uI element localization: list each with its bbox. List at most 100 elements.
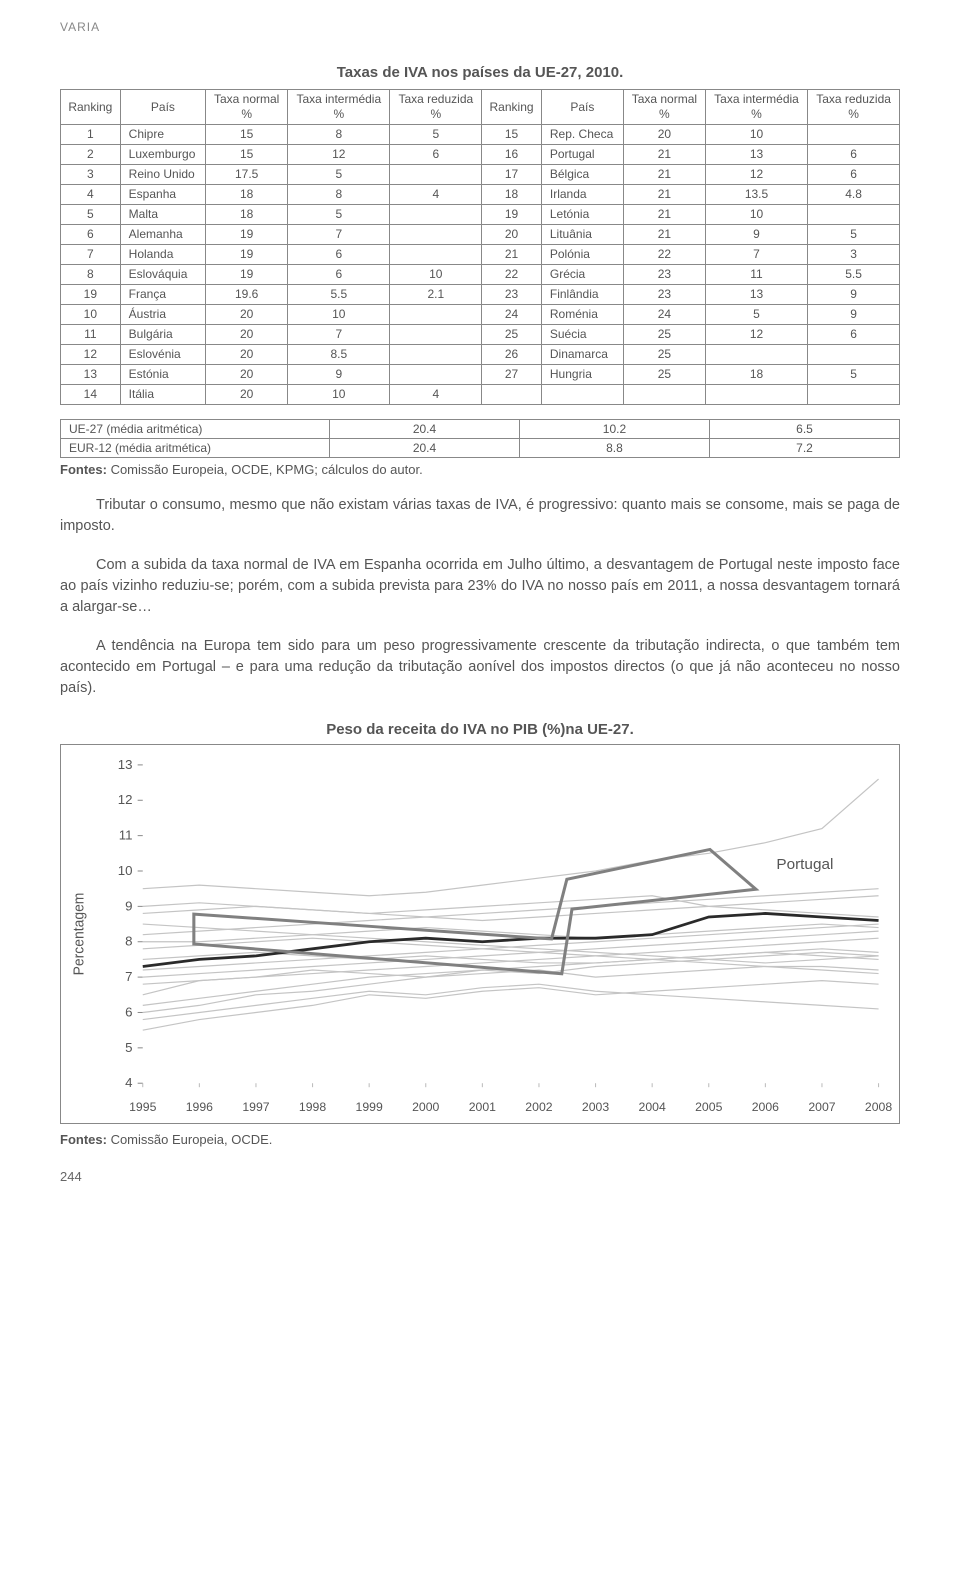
table-cell: 10 [61, 305, 121, 325]
col-header: Taxa normal% [206, 90, 288, 125]
table-row: 7Holanda19621Polónia2273 [61, 245, 900, 265]
table-cell: 26 [482, 345, 542, 365]
table-cell: 23 [623, 265, 705, 285]
table-cell: 5 [61, 205, 121, 225]
col-header: Taxa reduzida% [808, 90, 900, 125]
table-cell: 7 [705, 245, 807, 265]
table-cell: 24 [482, 305, 542, 325]
table-cell: Lituânia [541, 225, 623, 245]
table-cell: Polónia [541, 245, 623, 265]
table-cell: 25 [623, 365, 705, 385]
svg-text:7: 7 [125, 969, 132, 984]
table-cell: 6 [390, 145, 482, 165]
table-cell: 13 [61, 365, 121, 385]
table-cell: 23 [482, 285, 542, 305]
col-header: Ranking [61, 90, 121, 125]
table-cell: 14 [61, 385, 121, 405]
table-cell: 10 [288, 305, 390, 325]
table-cell: 5.5 [808, 265, 900, 285]
summary-cell: 7.2 [709, 439, 899, 458]
table-cell: 2 [61, 145, 121, 165]
table-row: 8Eslováquia1961022Grécia23115.5 [61, 265, 900, 285]
table-cell: Grécia [541, 265, 623, 285]
table-cell [705, 385, 807, 405]
summary-row: EUR-12 (média aritmética)20.48.87.2 [61, 439, 900, 458]
svg-text:6: 6 [125, 1005, 132, 1020]
svg-text:1999: 1999 [356, 1100, 384, 1114]
table-cell [390, 325, 482, 345]
table-cell: 5 [808, 365, 900, 385]
table-row: 4Espanha188418Irlanda2113.54.8 [61, 185, 900, 205]
table-cell: Bulgária [120, 325, 206, 345]
table-cell: Áustria [120, 305, 206, 325]
table-row: 11Bulgária20725Suécia25126 [61, 325, 900, 345]
table-cell: Itália [120, 385, 206, 405]
table-cell: 21 [623, 225, 705, 245]
table-cell: 19 [482, 205, 542, 225]
table-cell: 5 [808, 225, 900, 245]
table-cell: Malta [120, 205, 206, 225]
summary-cell: 6.5 [709, 420, 899, 439]
table-cell: Holanda [120, 245, 206, 265]
table-cell: 13 [705, 285, 807, 305]
table-cell: 4 [61, 185, 121, 205]
table-cell: Estónia [120, 365, 206, 385]
table-cell: 20 [623, 125, 705, 145]
col-header: Taxa reduzida% [390, 90, 482, 125]
col-header: Taxa intermédia% [705, 90, 807, 125]
table-cell: 19 [206, 245, 288, 265]
table-cell: 7 [61, 245, 121, 265]
table-cell: 20 [206, 385, 288, 405]
table-cell [541, 385, 623, 405]
svg-text:2005: 2005 [695, 1100, 723, 1114]
table-cell [808, 385, 900, 405]
table-cell: 2.1 [390, 285, 482, 305]
table-cell: 13.5 [705, 185, 807, 205]
col-header: País [541, 90, 623, 125]
sources-line-2: Fontes: Comissão Europeia, OCDE. [60, 1132, 900, 1147]
table-cell: 5.5 [288, 285, 390, 305]
table-cell: 6 [288, 245, 390, 265]
body-paragraph: A tendência na Europa tem sido para um p… [60, 636, 900, 699]
table-cell: 7 [288, 225, 390, 245]
table-cell: Reino Unido [120, 165, 206, 185]
svg-text:2006: 2006 [752, 1100, 780, 1114]
svg-text:12: 12 [118, 793, 133, 808]
table-cell [390, 165, 482, 185]
svg-text:Portugal: Portugal [776, 856, 833, 873]
table-cell: 19 [206, 265, 288, 285]
table-cell: 12 [705, 165, 807, 185]
table-cell: 25 [623, 345, 705, 365]
table-cell: 10 [390, 265, 482, 285]
svg-text:2001: 2001 [469, 1100, 497, 1114]
table-cell: 20 [206, 345, 288, 365]
table-cell: 20 [482, 225, 542, 245]
svg-text:2008: 2008 [865, 1100, 893, 1114]
table-cell: 4.8 [808, 185, 900, 205]
table-cell: 6 [808, 145, 900, 165]
svg-text:1998: 1998 [299, 1100, 327, 1114]
table-cell: 19 [61, 285, 121, 305]
summary-cell: EUR-12 (média aritmética) [61, 439, 330, 458]
table-cell: Irlanda [541, 185, 623, 205]
table-cell: 21 [482, 245, 542, 265]
table-row: 5Malta18519Letónia2110 [61, 205, 900, 225]
table-cell: 11 [705, 265, 807, 285]
table-cell: 25 [623, 325, 705, 345]
svg-text:1995: 1995 [129, 1100, 157, 1114]
table-cell [808, 205, 900, 225]
summary-row: UE-27 (média aritmética)20.410.26.5 [61, 420, 900, 439]
table-cell [623, 385, 705, 405]
sources-line-1: Fontes: Comissão Europeia, OCDE, KPMG; c… [60, 462, 900, 477]
svg-text:4: 4 [125, 1075, 132, 1090]
table-cell: Suécia [541, 325, 623, 345]
table-cell: 21 [623, 185, 705, 205]
summary-cell: 10.2 [519, 420, 709, 439]
table-row: 14Itália20104 [61, 385, 900, 405]
table-cell: 12 [705, 325, 807, 345]
table-cell: 10 [705, 125, 807, 145]
table-cell: 9 [808, 305, 900, 325]
table-cell: 17 [482, 165, 542, 185]
table-cell: 23 [623, 285, 705, 305]
table-cell: 3 [808, 245, 900, 265]
